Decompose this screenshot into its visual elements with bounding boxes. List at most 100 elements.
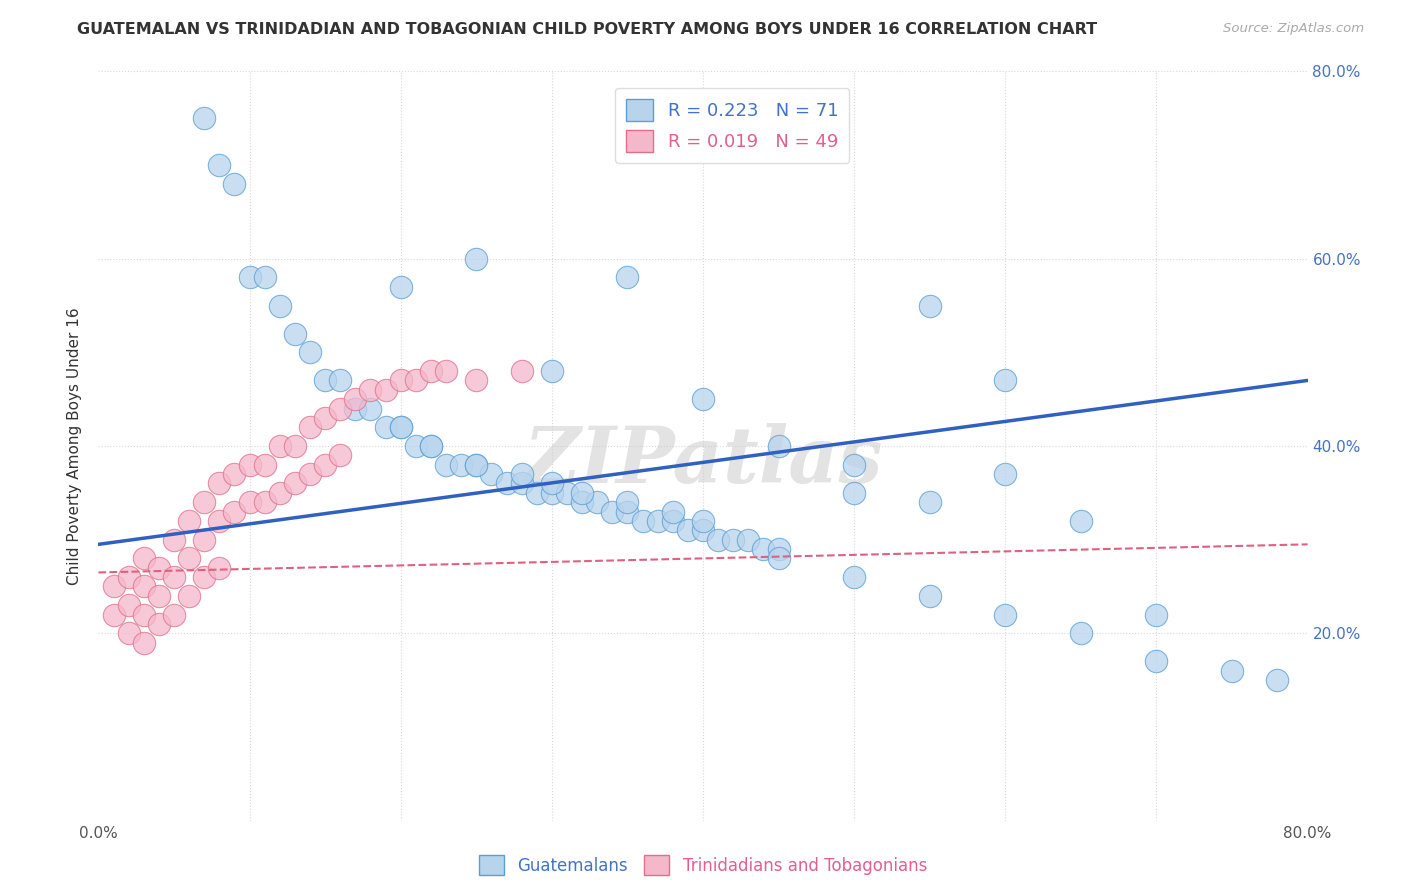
Point [118,599,141,613]
Point [314,374,336,388]
Point [571,486,593,500]
Point [269,298,291,313]
Point [526,486,548,500]
Point [299,420,322,434]
Point [1220,664,1243,678]
Point [299,467,322,482]
Point [269,439,291,453]
Point [994,607,1017,622]
Point [132,635,155,649]
Point [253,458,276,472]
Point [540,476,562,491]
Point [555,486,578,500]
Point [179,589,201,603]
Point [148,561,170,575]
Point [132,580,155,594]
Point [360,401,382,416]
Point [647,514,669,528]
Point [405,439,427,453]
Point [465,374,488,388]
Point [374,420,396,434]
Point [752,542,775,557]
Point [314,458,336,472]
Point [299,345,322,359]
Point [616,270,638,285]
Legend: R = 0.223   N = 71, R = 0.019   N = 49: R = 0.223 N = 71, R = 0.019 N = 49 [616,88,849,162]
Point [329,401,352,416]
Point [495,476,517,491]
Point [269,486,291,500]
Point [163,533,186,547]
Point [163,45,186,60]
Point [1070,626,1092,640]
Point [616,505,638,519]
Point [239,270,262,285]
Point [661,505,683,519]
Legend: Guatemalans, Trinidadians and Tobagonians: Guatemalans, Trinidadians and Tobagonian… [471,847,935,884]
Point [163,607,186,622]
Point [284,476,307,491]
Y-axis label: Child Poverty Among Boys Under 16: Child Poverty Among Boys Under 16 [67,307,83,585]
Point [193,112,215,126]
Point [918,589,941,603]
Point [239,495,262,509]
Point [918,298,941,313]
Point [510,364,533,378]
Point [224,467,246,482]
Point [602,505,624,519]
Point [224,505,246,519]
Point [329,374,352,388]
Text: Source: ZipAtlas.com: Source: ZipAtlas.com [1223,22,1364,36]
Point [179,551,201,566]
Point [481,467,503,482]
Point [510,476,533,491]
Point [540,486,562,500]
Point [420,364,443,378]
Point [284,439,307,453]
Point [434,364,457,378]
Point [616,495,638,509]
Point [148,617,170,632]
Point [239,458,262,472]
Point [329,449,352,463]
Point [208,514,231,528]
Point [1070,514,1092,528]
Point [148,589,170,603]
Point [571,495,593,509]
Point [344,392,367,407]
Point [314,411,336,425]
Point [676,524,699,538]
Point [179,514,201,528]
Point [844,458,866,472]
Point [1267,673,1289,688]
Point [737,533,759,547]
Point [208,561,231,575]
Point [918,495,941,509]
Point [389,280,412,294]
Point [661,514,683,528]
Point [420,439,443,453]
Point [1144,655,1167,669]
Text: ZIPatlas: ZIPatlas [523,423,883,500]
Point [253,495,276,509]
Point [389,374,412,388]
Point [723,533,745,547]
Point [420,439,443,453]
Point [844,570,866,584]
Point [510,467,533,482]
Point [208,476,231,491]
Point [193,495,215,509]
Point [103,607,125,622]
Point [768,439,790,453]
Point [132,607,155,622]
Point [193,533,215,547]
Point [1144,607,1167,622]
Text: GUATEMALAN VS TRINIDADIAN AND TOBAGONIAN CHILD POVERTY AMONG BOYS UNDER 16 CORRE: GUATEMALAN VS TRINIDADIAN AND TOBAGONIAN… [77,22,1098,37]
Point [768,551,790,566]
Point [253,270,276,285]
Point [465,458,488,472]
Point [994,467,1017,482]
Point [434,458,457,472]
Point [118,570,141,584]
Point [540,364,562,378]
